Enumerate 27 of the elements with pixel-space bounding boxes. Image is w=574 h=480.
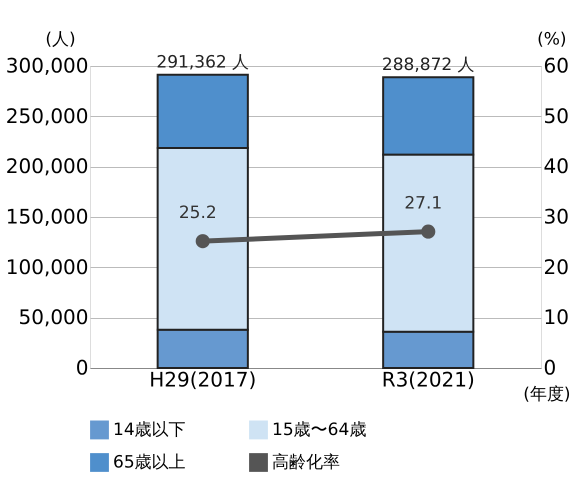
data-label: 27.1 <box>404 194 442 214</box>
y-tick-label: 250,000 <box>6 104 88 128</box>
y2-tick-label: 50 <box>544 104 569 128</box>
legend-label: 14歳以下 <box>113 420 186 440</box>
y2-tick-label: 30 <box>544 204 569 228</box>
y2-tick-label: 0 <box>544 356 556 380</box>
x-tick-label: H29(2017) <box>149 368 256 392</box>
legend-label: 15歳〜64歳 <box>272 420 366 440</box>
y-tick-label: 200,000 <box>6 154 88 178</box>
y-tick-label: 300,000 <box>6 54 88 78</box>
y-tick-label: 100,000 <box>6 254 88 279</box>
y2-tick-label: 10 <box>544 305 569 330</box>
x-axis-title: (年度) <box>523 384 570 404</box>
y-tick-label: 50,000 <box>18 305 88 330</box>
legend-label: 高齢化率 <box>272 452 340 472</box>
y2-tick-label: 60 <box>544 54 569 78</box>
y-axis-title: (人) <box>45 30 76 50</box>
x-tick-label: R3(2021) <box>382 368 475 392</box>
total-label: 291,362 人 <box>156 52 250 73</box>
y-tick-label: 0 <box>76 356 88 380</box>
y2-axis-title: (%) <box>537 30 566 50</box>
y2-tick-label: 20 <box>544 254 569 279</box>
y2-tick-label: 40 <box>544 154 569 178</box>
y-tick-label: 150,000 <box>6 204 88 228</box>
total-label: 288,872 人 <box>382 55 475 76</box>
legend-label: 65歳以上 <box>113 452 186 472</box>
data-label: 25.2 <box>178 203 217 224</box>
